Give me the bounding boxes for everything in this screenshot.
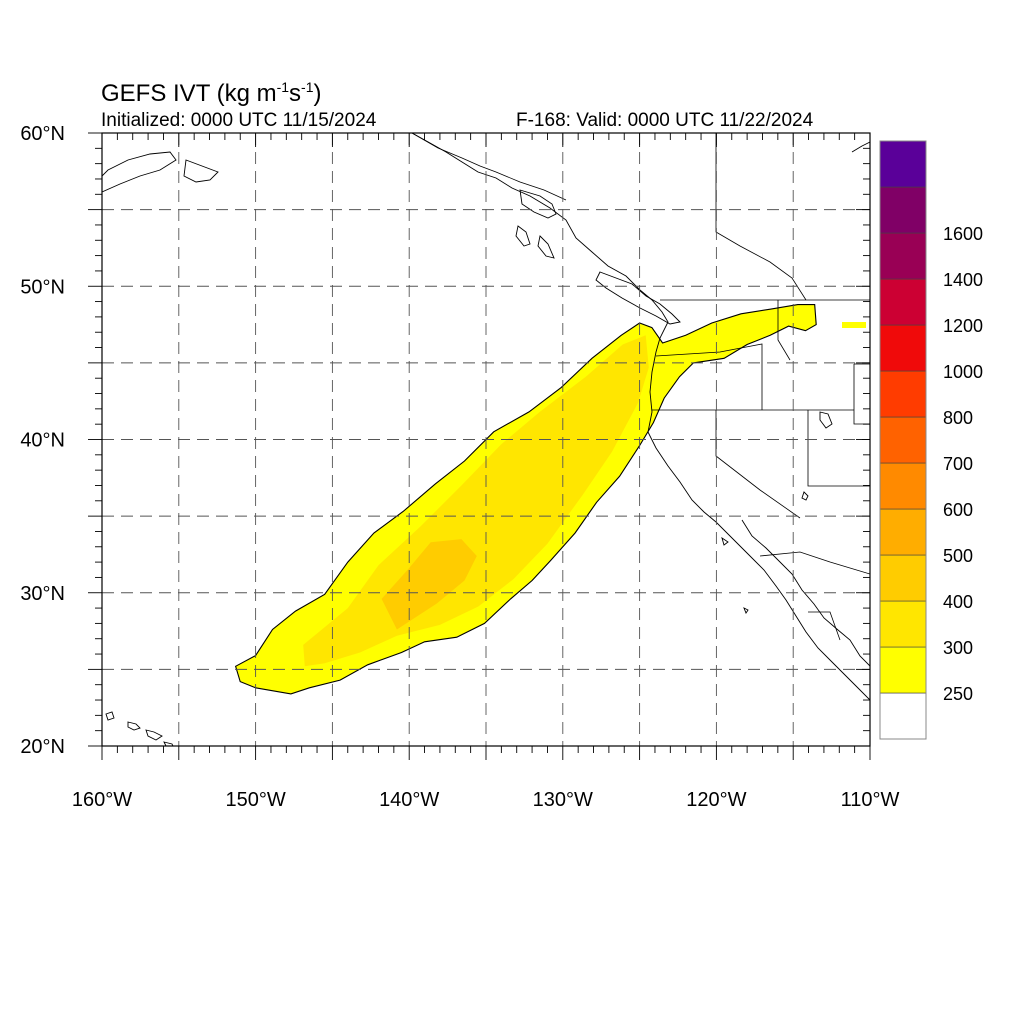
colorbar-box [879,646,927,694]
lon-tick-label: 160°W [72,789,132,811]
lat-tick-label: 50°N [20,276,65,298]
colorbar-box [879,600,927,648]
colorbar-label: 1200 [943,316,983,336]
axis-labels: 160°W 150°W 140°W 130°W 120°W 110°W 60°N 50°N 40… [20,123,899,811]
coastline [102,133,870,746]
colorbar-label: 600 [943,500,973,520]
lat-tick-label: 30°N [20,583,65,605]
lat-tick-label: 60°N [20,123,65,145]
colorbar-box [879,370,927,418]
colorbar-label: 1600 [943,224,983,244]
colorbar-frame [879,140,927,740]
map-ticks [88,132,871,760]
lon-tick-label: 140°W [379,789,439,811]
colorbar-box [879,554,927,602]
lat-tick-label: 40°N [20,430,65,452]
colorbar-label: 250 [943,684,973,704]
map-gridlines [102,133,870,746]
map-frame [101,132,871,747]
colorbar-label: 400 [943,592,973,612]
colorbar: 250 300 400 500 600 700 800 1000 1200 1400 1600 [879,140,983,740]
colorbar-box [879,416,927,464]
colorbar-box [879,692,927,740]
lat-tick-label: 20°N [20,736,65,758]
colorbar-box [879,462,927,510]
colorbar-box [879,232,927,280]
ivt-fragment [842,322,866,328]
colorbar-box [879,140,927,188]
initialized-label: Initialized: 0000 UTC 11/15/2024 [101,110,377,131]
colorbar-box [879,508,927,556]
valid-time-label: F-168: Valid: 0000 UTC 11/22/2024 [516,110,814,131]
ivt-400-region [381,539,477,630]
colorbar-box [879,186,927,234]
map-title: GEFS IVT (kg m-1s-1) [101,79,322,107]
lon-tick-label: 110°W [841,789,900,811]
political-borders [411,133,870,641]
colorbar-label: 300 [943,638,973,658]
colorbar-label: 800 [943,408,973,428]
lon-tick-label: 130°W [533,789,593,811]
colorbar-label: 700 [943,454,973,474]
colorbar-label: 500 [943,546,973,566]
colorbar-label: 1400 [943,270,983,290]
colorbar-label: 1000 [943,362,983,382]
lon-tick-label: 120°W [686,789,746,811]
colorbar-box [879,278,927,326]
lon-tick-label: 150°W [225,789,285,811]
colorbar-box [879,324,927,372]
